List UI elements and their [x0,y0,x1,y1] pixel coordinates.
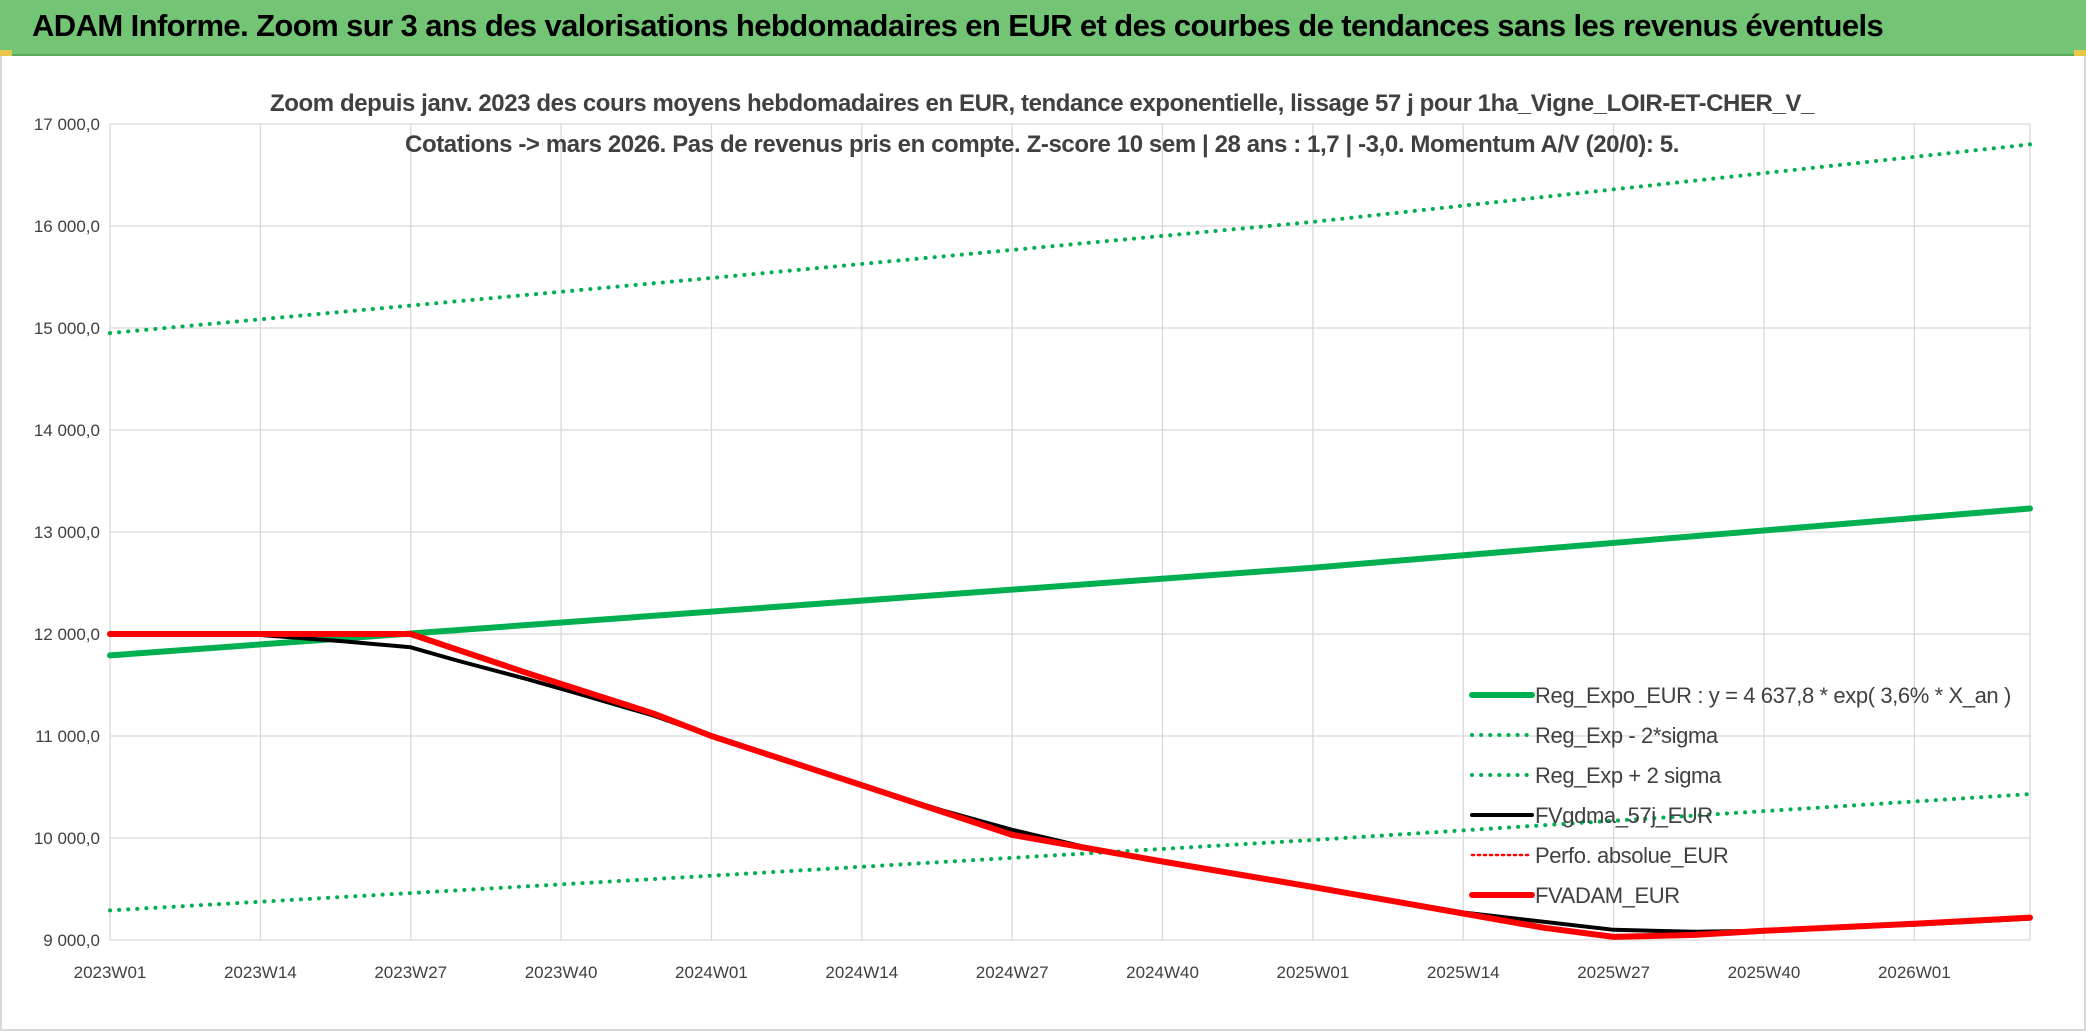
report-title: ADAM Informe. Zoom sur 3 ans des valoris… [32,8,1884,43]
series-line-4 [108,632,2032,939]
legend-label: Reg_Expo_EUR : y = 4 637,8 * exp( 3,6% *… [1535,683,2011,708]
chart-title: Zoom depuis janv. 2023 des cours moyens … [270,90,1815,117]
series-lines [107,142,2033,940]
x-tick-label: 2024W27 [976,963,1049,982]
legend-label: FVADAM_EUR [1535,883,1680,908]
y-tick-label: 15 000,0 [34,319,100,338]
x-tick-label: 2026W01 [1878,963,1951,982]
series-line-3 [108,632,2032,934]
series-line-5 [107,631,2033,940]
y-tick-label: 16 000,0 [34,217,100,236]
series-line-2 [108,142,2032,336]
legend-label: Reg_Exp - 2*sigma [1535,723,1719,748]
x-tick-label: 2024W40 [1126,963,1199,982]
header-corner-right [2074,50,2086,56]
x-tick-label: 2023W01 [74,963,147,982]
y-axis-labels: 9 000,0 10 000,0 11 000,0 12 000,0 13 000,0 1… [34,115,100,950]
legend-label: FVgdma_57j_EUR [1535,803,1713,828]
x-axis-labels: 2023W01 2023W14 2023W27 2023W40 2024W01 2024W… [74,963,1951,982]
chart-legend: Reg_Expo_EUR : y = 4 637,8 * exp( 3,6% *… [1469,683,2011,908]
y-tick-label: 17 000,0 [34,115,100,134]
x-tick-label: 2025W40 [1728,963,1801,982]
chart-subtitle: Cotations -> mars 2026. Pas de revenus p… [405,131,1679,158]
y-tick-label: 14 000,0 [34,421,100,440]
y-tick-label: 13 000,0 [34,523,100,542]
y-tick-label: 12 000,0 [34,625,100,644]
legend-label: Reg_Exp + 2 sigma [1535,763,1722,788]
report-header: ADAM Informe. Zoom sur 3 ans des valoris… [0,0,2086,56]
x-tick-label: 2023W40 [525,963,598,982]
x-tick-label: 2023W14 [224,963,297,982]
x-tick-label: 2025W01 [1277,963,1350,982]
x-tick-label: 2023W27 [374,963,447,982]
y-tick-label: 9 000,0 [43,931,100,950]
x-tick-label: 2024W01 [675,963,748,982]
header-corner-left [0,50,12,56]
x-tick-label: 2025W27 [1577,963,1650,982]
x-tick-label: 2025W14 [1427,963,1500,982]
legend-label: Perfo. absolue_EUR [1535,843,1728,868]
y-tick-label: 11 000,0 [35,727,100,746]
y-tick-label: 10 000,0 [34,829,100,848]
x-tick-label: 2024W14 [825,963,898,982]
series-line-1 [108,792,2032,913]
